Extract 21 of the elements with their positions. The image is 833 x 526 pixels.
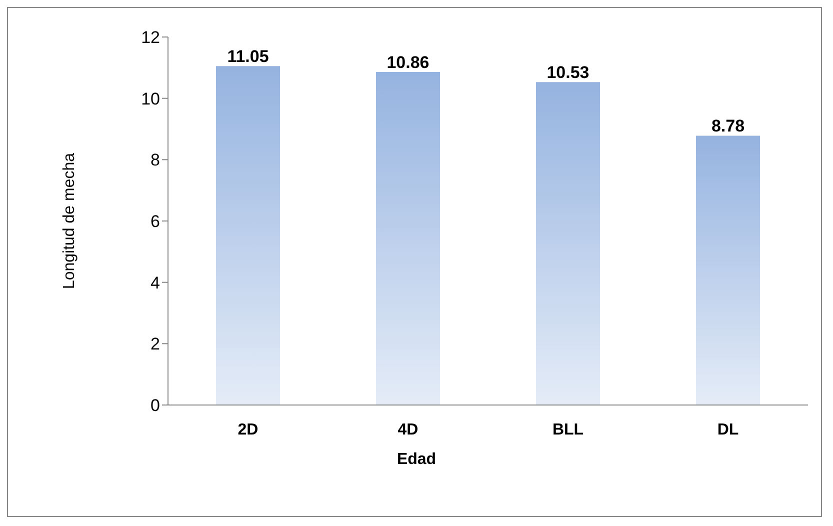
y-tick-label: 12 — [141, 28, 160, 48]
data-label: 8.78 — [711, 116, 745, 136]
y-tick-label: 2 — [150, 334, 160, 354]
x-tick-label: DL — [717, 421, 739, 438]
bar — [536, 82, 600, 405]
bar — [376, 72, 440, 405]
data-label: 11.05 — [227, 47, 269, 66]
x-axis-title: Edad — [396, 451, 438, 469]
x-tick-label: 2D — [238, 421, 258, 438]
bar — [696, 136, 760, 405]
x-tick-label: 4D — [398, 421, 418, 438]
y-tick-label: 4 — [150, 273, 160, 292]
y-tick-label: 8 — [150, 150, 160, 170]
y-tick-label: 0 — [150, 396, 160, 416]
y-tick-label: 10 — [141, 89, 160, 108]
y-tick-label: 6 — [150, 212, 160, 232]
data-label: 10.53 — [546, 63, 590, 82]
data-label: 10.86 — [386, 52, 430, 72]
bar — [216, 66, 280, 405]
x-tick-label: BLL — [552, 421, 584, 438]
y-axis-title: Longitud de mecha — [61, 152, 79, 290]
